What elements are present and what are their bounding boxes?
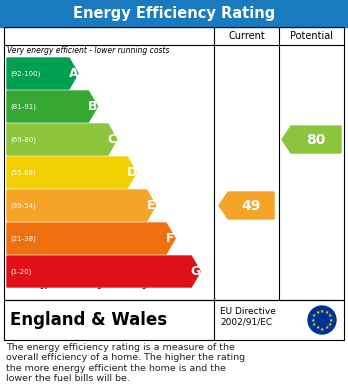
Text: (55-68): (55-68) <box>10 169 36 176</box>
Text: ★: ★ <box>315 310 320 315</box>
Text: Current: Current <box>228 31 265 41</box>
Text: ★: ★ <box>324 310 329 315</box>
Text: (81-91): (81-91) <box>10 103 36 110</box>
Polygon shape <box>7 190 156 221</box>
Polygon shape <box>282 126 341 153</box>
Text: EU Directive
2002/91/EC: EU Directive 2002/91/EC <box>220 307 276 327</box>
Polygon shape <box>7 157 136 188</box>
Text: B: B <box>88 100 98 113</box>
Text: (69-80): (69-80) <box>10 136 36 143</box>
Polygon shape <box>7 91 97 122</box>
Text: D: D <box>127 166 137 179</box>
Text: (1-20): (1-20) <box>10 268 31 275</box>
Circle shape <box>308 306 336 334</box>
Text: Potential: Potential <box>290 31 333 41</box>
Text: ★: ★ <box>320 308 324 314</box>
Polygon shape <box>7 124 117 155</box>
Text: (39-54): (39-54) <box>10 202 36 209</box>
Text: 49: 49 <box>241 199 261 212</box>
Text: 80: 80 <box>306 133 326 147</box>
Text: A: A <box>69 67 78 80</box>
Text: ★: ★ <box>312 313 316 318</box>
Polygon shape <box>7 223 175 254</box>
Text: ★: ★ <box>324 325 329 330</box>
Text: C: C <box>108 133 117 146</box>
Text: The energy efficiency rating is a measure of the
overall efficiency of a home. T: The energy efficiency rating is a measur… <box>6 343 245 383</box>
Text: (92-100): (92-100) <box>10 70 40 77</box>
Text: ★: ★ <box>311 317 315 323</box>
Text: F: F <box>166 232 175 245</box>
Text: ★: ★ <box>329 317 333 323</box>
Bar <box>4 27 344 300</box>
Text: (21-38): (21-38) <box>10 235 36 242</box>
Text: ★: ★ <box>327 322 332 327</box>
Bar <box>4 300 344 340</box>
Text: Not energy efficient - higher running costs: Not energy efficient - higher running co… <box>7 280 169 289</box>
Text: England & Wales: England & Wales <box>10 311 167 329</box>
Bar <box>0 0 348 27</box>
Polygon shape <box>219 192 274 219</box>
Text: ★: ★ <box>320 326 324 332</box>
Text: G: G <box>191 265 201 278</box>
Text: ★: ★ <box>327 313 332 318</box>
Text: Very energy efficient - lower running costs: Very energy efficient - lower running co… <box>7 46 169 55</box>
Text: ★: ★ <box>315 325 320 330</box>
Text: Energy Efficiency Rating: Energy Efficiency Rating <box>73 6 275 21</box>
Polygon shape <box>7 256 200 287</box>
Text: ★: ★ <box>312 322 316 327</box>
Polygon shape <box>7 58 78 89</box>
Text: E: E <box>147 199 156 212</box>
